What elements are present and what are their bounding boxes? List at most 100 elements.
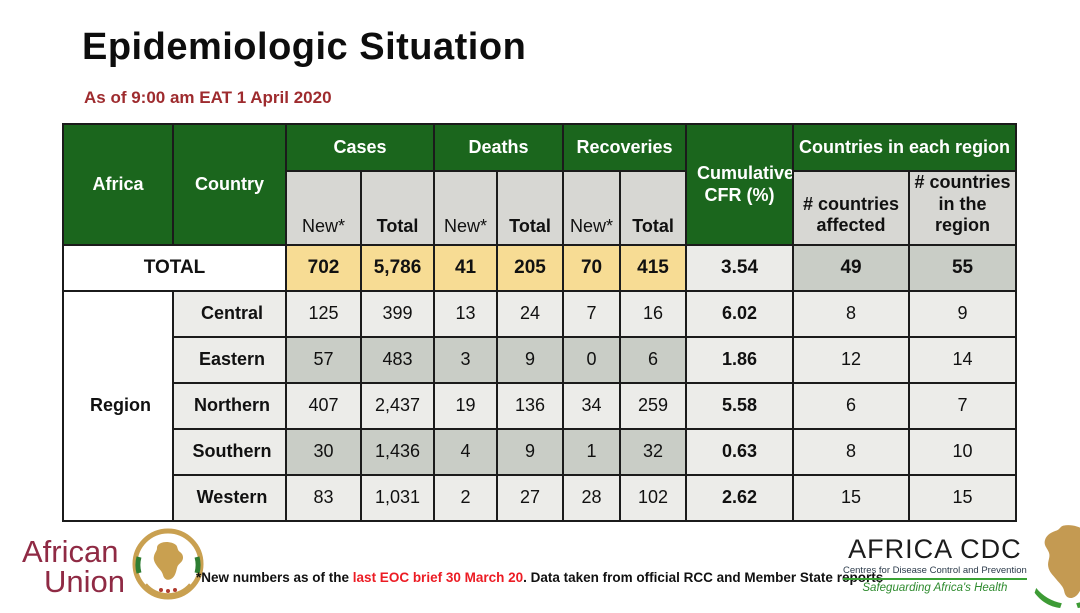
african-union-wordmark: African Union (22, 534, 125, 599)
footnote-suffix: . Data taken from official RCC and Membe… (523, 570, 884, 585)
total-deaths-new: 41 (433, 243, 499, 292)
header-deaths: Deaths (433, 123, 565, 172)
country-cell: Western (172, 473, 287, 522)
cell-cases-total: 1,031 (359, 473, 436, 522)
cell-deaths-new: 2 (433, 473, 499, 522)
header-cases: Cases (284, 123, 436, 172)
cell-recoveries-total: 16 (619, 289, 688, 338)
cell-deaths-total: 9 (496, 427, 565, 476)
footnote-prefix: *New numbers as of the (196, 570, 353, 585)
page-subtitle: As of 9:00 am EAT 1 April 2020 (84, 88, 332, 107)
cell-countries-in-region: 9 (908, 289, 1018, 338)
cell-cases-total: 399 (359, 289, 436, 338)
cell-cases-new: 30 (285, 427, 362, 476)
header-cumulative-cfr: Cumulative CFR (%) (685, 123, 795, 246)
cell-countries-affected: 12 (792, 335, 911, 384)
cell-cfr: 5.58 (685, 381, 795, 430)
total-recoveries-new: 70 (562, 243, 622, 292)
subheader-recoveries-total: Total (619, 170, 688, 246)
cell-cfr: 0.63 (685, 427, 795, 476)
cell-countries-affected: 8 (792, 289, 911, 338)
cell-cases-new: 83 (285, 473, 362, 522)
subheader-cases-total: Total (359, 170, 436, 246)
cell-deaths-total: 136 (496, 381, 565, 430)
cell-countries-affected: 15 (792, 473, 911, 522)
country-cell: Eastern (172, 335, 287, 384)
au-word-union: Union (44, 563, 125, 599)
table-row-central: Region Central 125 399 13 24 7 16 6.02 8… (62, 289, 1018, 522)
cell-recoveries-new: 7 (562, 289, 622, 338)
total-label: TOTAL (62, 243, 287, 292)
total-deaths-total: 205 (496, 243, 565, 292)
cell-cases-total: 483 (359, 335, 436, 384)
cell-countries-in-region: 10 (908, 427, 1018, 476)
footnote: *New numbers as of the last EOC brief 30… (196, 570, 883, 585)
total-cases-total: 5,786 (359, 243, 436, 292)
cell-countries-affected: 6 (792, 381, 911, 430)
footnote-highlight: last EOC brief 30 March 20 (352, 570, 524, 585)
region-label-cell: Region (62, 289, 174, 522)
cell-countries-in-region: 14 (908, 335, 1018, 384)
cell-countries-affected: 8 (792, 427, 911, 476)
cell-cases-total: 2,437 (359, 381, 436, 430)
africa-cdc-motto: Safeguarding Africa's Health (862, 582, 1008, 594)
cell-recoveries-total: 102 (619, 473, 688, 522)
cell-deaths-new: 13 (433, 289, 499, 338)
cell-recoveries-new: 34 (562, 381, 622, 430)
cell-recoveries-new: 28 (562, 473, 622, 522)
cell-cfr: 2.62 (685, 473, 795, 522)
africa-cdc-tagline: Centres for Disease Control and Preventi… (843, 565, 1027, 580)
table-row-northern: Northern 407 2,437 19 136 34 259 5.58 6 … (63, 381, 1018, 430)
cell-cases-new: 57 (285, 335, 362, 384)
total-countries-affected: 49 (792, 243, 911, 292)
cell-deaths-total: 9 (496, 335, 565, 384)
total-row: TOTAL 702 5,786 41 205 70 415 3.54 49 55 (62, 243, 1018, 292)
country-cell: Southern (172, 427, 287, 476)
cell-countries-in-region: 15 (908, 473, 1018, 522)
header-row-sub: New* Total New* Total New* Total # count… (63, 170, 1018, 246)
cell-cfr: 1.86 (685, 335, 795, 384)
table-row-western: Western 83 1,031 2 27 28 102 2.62 15 15 (63, 473, 1018, 522)
cell-cases-new: 125 (285, 289, 362, 338)
table-row-eastern: Eastern 57 483 3 9 0 6 1.86 12 14 (63, 335, 1018, 384)
header-recoveries: Recoveries (562, 123, 688, 172)
africa-cdc-logo: AFRICA CDC Centres for Disease Control a… (843, 524, 1080, 613)
total-cfr: 3.54 (685, 243, 795, 292)
total-recoveries-total: 415 (619, 243, 688, 292)
african-union-emblem-icon (131, 527, 205, 606)
country-cell: Central (172, 289, 287, 338)
cell-recoveries-total: 6 (619, 335, 688, 384)
cell-cases-total: 1,436 (359, 427, 436, 476)
table-row-southern: Southern 30 1,436 4 9 1 32 0.63 8 10 (63, 427, 1018, 476)
header-africa: Africa (62, 123, 174, 246)
africa-cdc-text: AFRICA CDC Centres for Disease Control a… (843, 536, 1027, 594)
subheader-cases-new: New* (285, 170, 362, 246)
subheader-countries-affected: # countries affected (792, 170, 911, 246)
subheader-countries-in-region: # countries in the region (908, 170, 1018, 246)
cell-cfr: 6.02 (685, 289, 795, 338)
cell-countries-in-region: 7 (908, 381, 1018, 430)
total-cases-new: 702 (285, 243, 362, 292)
header-country: Country (172, 123, 287, 246)
cell-recoveries-new: 1 (562, 427, 622, 476)
subheader-deaths-total: Total (496, 170, 565, 246)
header-countries-in-region: Countries in each region (792, 123, 1018, 172)
cell-cases-new: 407 (285, 381, 362, 430)
cell-recoveries-new: 0 (562, 335, 622, 384)
page-title: Epidemiologic Situation (82, 26, 527, 68)
header-row-groups: Africa Country Cases Deaths Recoveries C… (62, 123, 1018, 246)
african-union-logo: African Union (22, 527, 205, 606)
cell-deaths-total: 24 (496, 289, 565, 338)
cell-deaths-new: 3 (433, 335, 499, 384)
epidemiology-table: Africa Country Cases Deaths Recoveries C… (62, 123, 1018, 522)
total-countries-in-region: 55 (908, 243, 1018, 292)
au-word-african: African (22, 534, 119, 570)
cell-deaths-total: 27 (496, 473, 565, 522)
cell-deaths-new: 19 (433, 381, 499, 430)
subheader-recoveries-new: New* (562, 170, 622, 246)
cell-recoveries-total: 32 (619, 427, 688, 476)
country-cell: Northern (172, 381, 287, 430)
cell-deaths-new: 4 (433, 427, 499, 476)
subheader-deaths-new: New* (433, 170, 499, 246)
